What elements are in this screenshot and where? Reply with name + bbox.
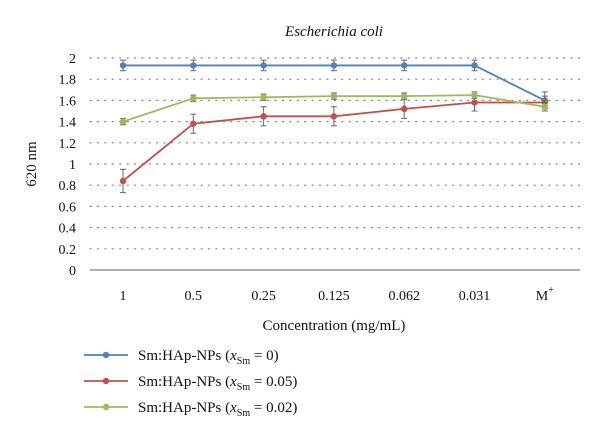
y-tick-label: 0.8	[59, 179, 77, 194]
data-point	[119, 177, 127, 185]
data-point	[119, 118, 127, 125]
legend-item: Sm:HAp-NPs (xSm = 0.02)	[84, 400, 297, 419]
y-tick-label: 0.6	[59, 200, 77, 215]
data-point	[260, 113, 267, 120]
data-point	[330, 92, 338, 100]
data-point	[190, 62, 197, 69]
y-tick-label: 1.6	[59, 94, 77, 109]
data-point	[330, 113, 338, 120]
x-tick-label: M+	[536, 285, 554, 304]
grid	[89, 57, 581, 250]
legend-label: Sm:HAp-NPs (xSm = 0.02)	[138, 400, 297, 419]
data-point	[541, 103, 548, 110]
data-point	[260, 94, 267, 101]
series-group	[119, 59, 548, 194]
series-2	[119, 91, 548, 126]
y-axis-label: 620 nm	[24, 141, 40, 187]
superscript: +	[548, 285, 554, 296]
data-point	[401, 105, 408, 113]
data-point	[471, 62, 478, 69]
data-point	[119, 62, 127, 69]
chart-title: Escherichia coli	[284, 24, 383, 40]
x-tick-label: 0.5	[185, 289, 203, 304]
y-tick-label: 0.4	[59, 222, 77, 237]
x-tick-label: 0.25	[251, 289, 276, 304]
legend-item: Sm:HAp-NPs (xSm = 0)	[84, 348, 279, 367]
legend-label: Sm:HAp-NPs (xSm = 0.05)	[138, 374, 297, 393]
y-tick-label: 0.2	[59, 243, 77, 258]
x-tick-label: 1	[120, 289, 127, 304]
legend-item: Sm:HAp-NPs (xSm = 0.05)	[84, 374, 297, 393]
data-point	[471, 91, 478, 99]
data-point	[190, 95, 197, 102]
legend-swatch-marker	[102, 403, 110, 411]
x-tick-label: 0.125	[318, 289, 350, 304]
x-tick-label: 0.031	[459, 289, 491, 304]
y-tick-label: 1	[69, 158, 76, 173]
series-1	[119, 93, 548, 194]
y-tick-label: 0	[69, 264, 76, 279]
y-tick-labels: 0 0.2 0.4 0.6 0.8 1 1.2 1.4 1.6 1.8 2	[59, 52, 77, 279]
y-tick-label: 1.2	[59, 137, 77, 152]
y-tick-label: 1.8	[59, 73, 77, 88]
data-point	[401, 62, 408, 69]
legend-label: Sm:HAp-NPs (xSm = 0)	[138, 348, 279, 367]
data-point	[401, 92, 408, 100]
x-tick-labels: 1 0.5 0.25 0.125 0.062 0.031 M+	[120, 285, 555, 304]
data-point	[330, 62, 338, 69]
series-0	[119, 59, 548, 110]
legend-swatch-marker	[102, 351, 110, 359]
x-axis-label: Concentration (mg/mL)	[263, 318, 406, 334]
x-tick-label: 0.062	[388, 289, 420, 304]
data-point	[471, 99, 478, 106]
data-point	[260, 62, 267, 69]
y-tick-label: 1.4	[59, 116, 77, 131]
y-tick-label: 2	[69, 52, 76, 67]
legend-swatch-marker	[102, 377, 110, 385]
data-point	[190, 120, 197, 127]
legend: Sm:HAp-NPs (xSm = 0) Sm:HAp-NPs (xSm = 0.…	[84, 348, 297, 419]
